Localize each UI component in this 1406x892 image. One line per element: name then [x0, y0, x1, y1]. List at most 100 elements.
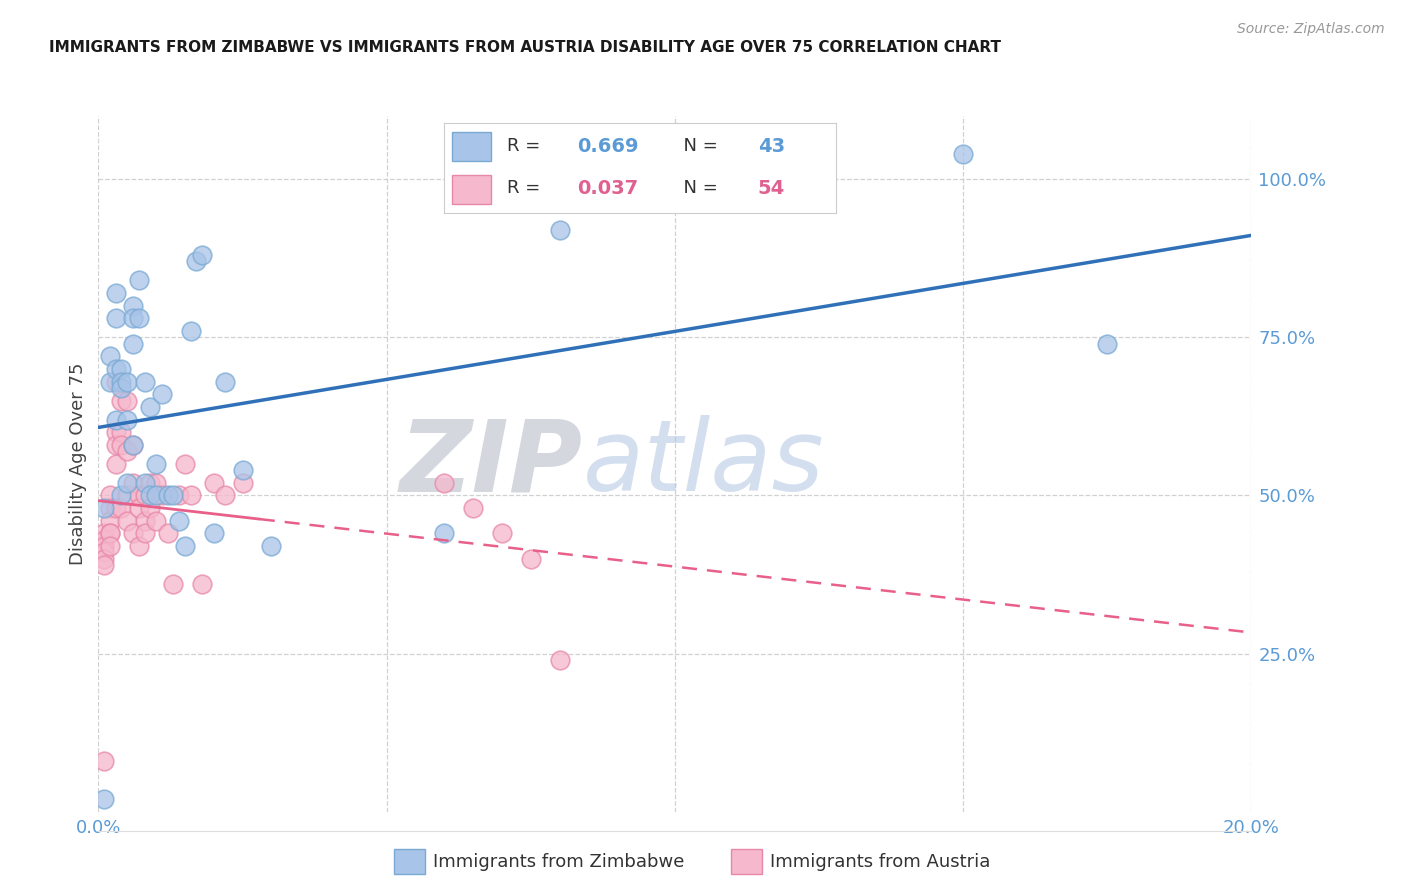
Point	[93, 792, 115, 806]
Point	[548, 223, 571, 237]
Text: ZIP: ZIP	[399, 416, 582, 512]
Point	[174, 457, 197, 471]
Point	[134, 375, 156, 389]
Point	[150, 387, 173, 401]
Point	[461, 501, 484, 516]
Point	[110, 375, 132, 389]
Point	[202, 526, 225, 541]
Point	[145, 514, 167, 528]
Point	[231, 475, 254, 490]
Point	[180, 488, 202, 502]
Point	[134, 526, 156, 541]
Point	[110, 393, 132, 408]
Point	[110, 425, 132, 440]
Point	[98, 526, 121, 541]
Point	[93, 754, 115, 768]
Point	[122, 438, 145, 452]
Point	[191, 577, 214, 591]
Point	[122, 311, 145, 326]
Point	[174, 539, 197, 553]
Point	[122, 475, 145, 490]
Point	[110, 362, 132, 376]
Text: Immigrants from Austria: Immigrants from Austria	[770, 853, 991, 871]
Point	[128, 539, 150, 553]
Point	[104, 311, 127, 326]
Point	[98, 349, 121, 363]
Point	[93, 551, 115, 566]
Point	[433, 526, 456, 541]
Text: atlas: atlas	[582, 416, 824, 512]
Point	[104, 362, 127, 376]
Point	[98, 526, 121, 541]
Point	[122, 526, 145, 541]
Point	[162, 577, 184, 591]
Point	[128, 273, 150, 287]
Point	[117, 488, 139, 502]
Point	[180, 324, 202, 338]
Point	[134, 475, 156, 490]
Point	[122, 438, 145, 452]
Point	[214, 488, 236, 502]
Point	[93, 558, 115, 572]
Point	[117, 412, 139, 426]
Point	[150, 488, 173, 502]
Point	[110, 501, 132, 516]
Text: Source: ZipAtlas.com: Source: ZipAtlas.com	[1237, 22, 1385, 37]
Point	[145, 475, 167, 490]
Point	[98, 501, 121, 516]
Point	[117, 444, 139, 458]
Point	[186, 254, 208, 268]
Point	[145, 488, 167, 502]
Point	[167, 514, 190, 528]
Point	[260, 539, 283, 553]
Point	[122, 299, 145, 313]
Point	[156, 526, 179, 541]
Point	[191, 248, 214, 262]
Point	[214, 375, 236, 389]
Point	[139, 400, 162, 414]
Point	[110, 381, 132, 395]
Point	[128, 488, 150, 502]
Point	[156, 488, 179, 502]
Point	[134, 488, 156, 502]
Point	[104, 438, 127, 452]
Point	[491, 526, 513, 541]
Point	[110, 438, 132, 452]
Point	[93, 533, 115, 547]
Point	[952, 147, 974, 161]
Point	[162, 488, 184, 502]
Point	[117, 475, 139, 490]
Point	[139, 488, 162, 502]
Point	[93, 539, 115, 553]
Text: IMMIGRANTS FROM ZIMBABWE VS IMMIGRANTS FROM AUSTRIA DISABILITY AGE OVER 75 CORRE: IMMIGRANTS FROM ZIMBABWE VS IMMIGRANTS F…	[49, 40, 1001, 55]
Point	[139, 475, 162, 490]
Point	[1097, 336, 1119, 351]
Point	[93, 526, 115, 541]
Point	[98, 488, 121, 502]
Point	[117, 393, 139, 408]
Point	[98, 514, 121, 528]
Point	[139, 501, 162, 516]
Point	[202, 475, 225, 490]
Point	[104, 501, 127, 516]
Point	[117, 375, 139, 389]
Point	[93, 545, 115, 559]
Y-axis label: Disability Age Over 75: Disability Age Over 75	[69, 362, 87, 566]
Point	[122, 336, 145, 351]
Point	[433, 475, 456, 490]
Point	[548, 653, 571, 667]
Point	[110, 488, 132, 502]
Point	[145, 457, 167, 471]
Point	[104, 425, 127, 440]
Point	[134, 514, 156, 528]
Point	[104, 412, 127, 426]
Point	[231, 463, 254, 477]
Point	[520, 551, 543, 566]
Point	[98, 375, 121, 389]
Text: Immigrants from Zimbabwe: Immigrants from Zimbabwe	[433, 853, 685, 871]
Point	[104, 457, 127, 471]
Point	[104, 286, 127, 301]
Point	[117, 514, 139, 528]
Point	[98, 539, 121, 553]
Point	[167, 488, 190, 502]
